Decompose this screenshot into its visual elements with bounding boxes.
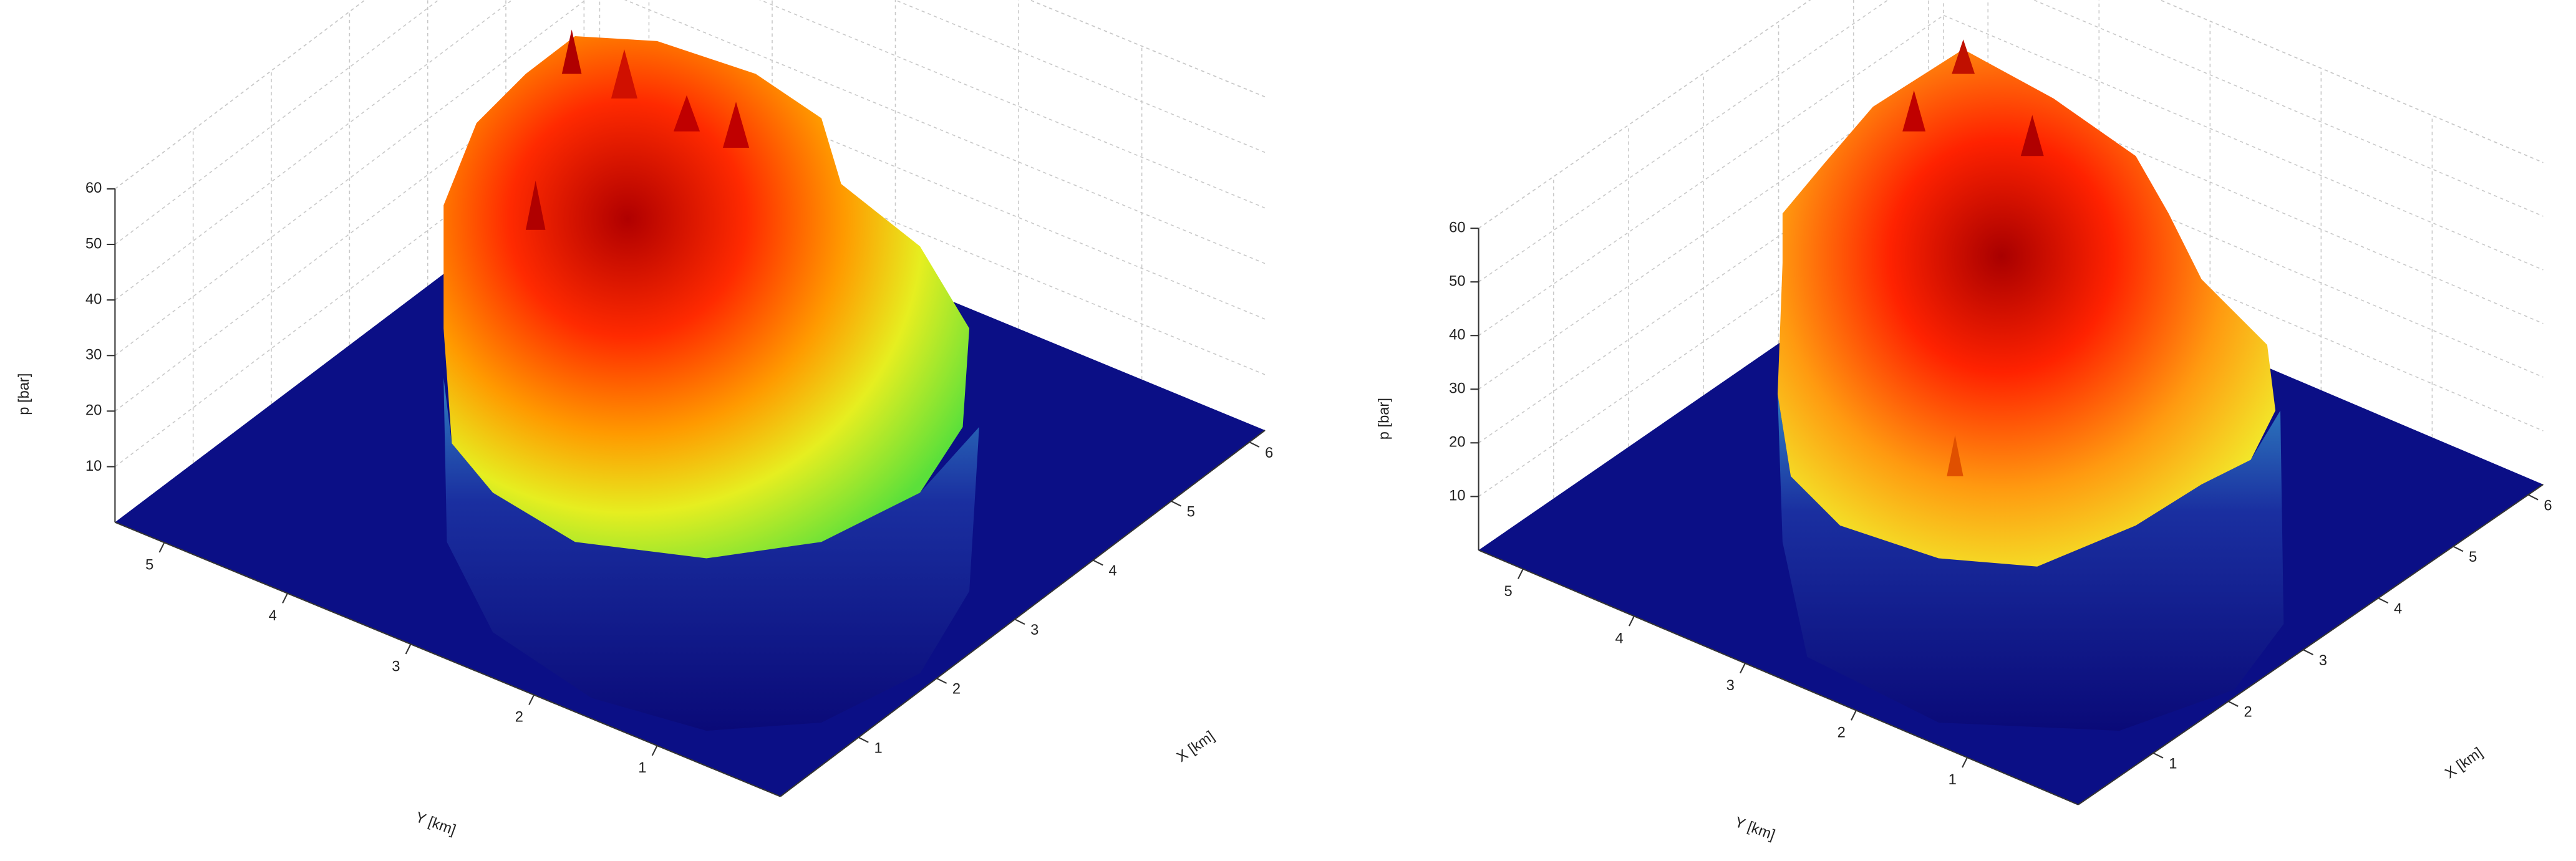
y-tick-label: 2 <box>1838 725 1846 741</box>
x-axis-label: X [km] <box>1174 728 1218 766</box>
y-tick-label: 1 <box>1949 772 1957 788</box>
y-tick <box>1962 757 1968 768</box>
x-tick <box>2227 701 2239 707</box>
x-tick <box>2152 752 2164 759</box>
x-tick <box>2303 649 2313 655</box>
z-tick-label: 40 <box>1449 327 1465 343</box>
x-axis-label: X [km] <box>2443 744 2486 782</box>
grid-line <box>1478 0 1889 282</box>
x-tick-label: 3 <box>1030 622 1039 638</box>
y-tick <box>1740 663 1746 674</box>
x-tick <box>858 736 869 743</box>
y-tick <box>405 643 412 655</box>
grid-line <box>114 0 440 245</box>
x-axis <box>780 430 1266 797</box>
plot-area: 1 2 3 4 5 6 1 2 3 4 5 10 20 30 40 50 60 p [bar] X [km] Y [k… <box>16 0 2552 844</box>
y-axis-label: Y [km] <box>413 809 458 839</box>
x-tick-label: 6 <box>2544 498 2552 514</box>
axes: 1 2 3 4 5 6 1 2 3 4 5 10 20 30 40 50 60 p [bar] X [km] Y [k… <box>16 180 2552 844</box>
x-tick-label: 2 <box>952 681 961 698</box>
y-tick-label: 3 <box>1726 678 1735 694</box>
y-tick <box>1851 709 1857 721</box>
grid-line <box>114 0 513 301</box>
y-tick-label: 4 <box>269 608 277 624</box>
y-tick-label: 5 <box>1504 584 1513 600</box>
grid-line <box>1478 122 1944 443</box>
grid-line <box>1478 68 1944 390</box>
y-tick-label: 1 <box>638 760 646 776</box>
z-tick-label: 10 <box>85 458 102 474</box>
y-axis <box>114 521 781 797</box>
x-tick <box>1092 559 1103 566</box>
x-tick <box>2378 597 2389 604</box>
wall-edge <box>1029 0 1266 98</box>
grid-line <box>624 0 1266 264</box>
z-tick-label: 50 <box>85 236 102 252</box>
z-tick-label: 10 <box>1449 488 1465 504</box>
x-tick <box>2453 546 2464 552</box>
wall-edge <box>114 0 366 190</box>
z-tick-label: 20 <box>1449 435 1465 451</box>
y-tick <box>528 695 535 705</box>
surface-left <box>443 29 979 731</box>
x-tick <box>1014 618 1025 625</box>
x-axis <box>2078 484 2544 806</box>
x-tick-label: 3 <box>2319 653 2327 669</box>
y-axis <box>1478 549 2079 806</box>
x-tick-label: 1 <box>2169 756 2177 772</box>
x-tick <box>1249 441 1260 448</box>
x-tick-label: 6 <box>1265 445 1273 461</box>
x-tick-label: 4 <box>1108 563 1116 579</box>
y-tick-label: 5 <box>145 557 153 573</box>
x-tick-label: 4 <box>2394 601 2402 617</box>
grid-line <box>1478 176 1944 497</box>
z-axis-label: p [bar] <box>16 373 32 415</box>
z-tick-label: 20 <box>85 403 102 419</box>
x-tick <box>1171 500 1182 507</box>
z-tick-label: 60 <box>85 180 102 196</box>
grid-line <box>1478 14 1944 336</box>
surface-right <box>1777 39 2284 731</box>
z-tick-label: 50 <box>1449 273 1465 289</box>
x-tick <box>2527 494 2539 501</box>
y-tick <box>651 745 658 756</box>
y-tick <box>282 593 288 604</box>
y-tick-label: 2 <box>515 709 523 726</box>
z-tick-label: 60 <box>1449 219 1465 236</box>
z-axis-label: p [bar] <box>1377 398 1393 440</box>
y-tick-label: 3 <box>392 658 400 675</box>
grid-line <box>114 0 587 356</box>
x-tick-label: 5 <box>1187 504 1195 520</box>
x-tick <box>936 678 947 684</box>
z-tick-label: 30 <box>85 347 102 363</box>
grid-line <box>758 0 1266 209</box>
y-tick <box>158 542 165 553</box>
y-tick-label: 4 <box>1615 630 1624 647</box>
y-tick <box>1517 569 1524 579</box>
z-tick-label: 40 <box>85 291 102 307</box>
z-tick-label: 30 <box>1449 381 1465 397</box>
y-tick <box>1629 615 1635 627</box>
grid-line <box>894 0 1266 153</box>
wall-edge <box>1478 0 1811 229</box>
x-tick-label: 5 <box>2469 549 2477 565</box>
y-axis-label: Y [km] <box>1733 814 1778 844</box>
x-tick-label: 1 <box>874 740 882 756</box>
walls <box>114 0 1266 468</box>
x-tick-label: 2 <box>2244 705 2252 721</box>
